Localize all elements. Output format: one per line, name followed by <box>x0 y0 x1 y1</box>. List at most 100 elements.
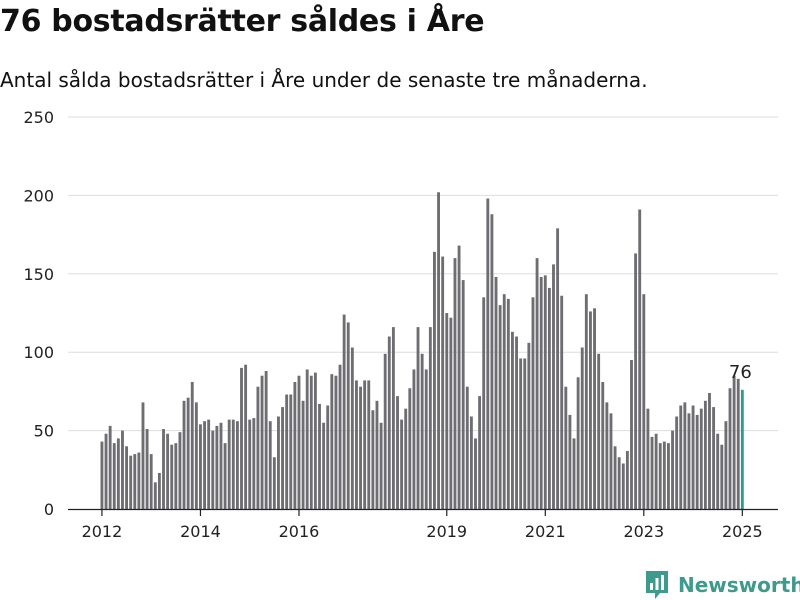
bar <box>108 425 112 509</box>
page-title: 76 bostadsrätter såldes i Åre <box>0 4 485 39</box>
bar <box>630 360 633 509</box>
bar <box>116 438 120 509</box>
bar <box>560 295 564 509</box>
bar <box>708 392 711 509</box>
bar <box>494 276 498 509</box>
bar <box>478 396 482 509</box>
bar <box>338 364 342 509</box>
bar <box>597 353 601 509</box>
bar <box>658 443 662 509</box>
bar <box>543 275 547 509</box>
bar <box>153 482 157 509</box>
bar <box>293 381 297 509</box>
bar <box>712 407 716 509</box>
bar <box>654 433 658 509</box>
bar <box>170 444 174 509</box>
bar <box>285 394 289 509</box>
newsworthy-logo-icon <box>646 571 668 599</box>
bar <box>219 422 223 509</box>
bar <box>736 378 740 509</box>
highlight-value-label: 76 <box>729 362 752 383</box>
bar <box>383 353 387 509</box>
bar <box>346 322 350 509</box>
bar <box>252 418 256 509</box>
bar <box>433 251 436 509</box>
bar <box>194 402 198 509</box>
bar <box>400 419 404 509</box>
bar <box>350 347 354 509</box>
bar <box>223 443 227 509</box>
x-tick-label: 2023 <box>623 522 664 541</box>
x-tick-label: 2014 <box>180 522 221 541</box>
y-tick-label: 100 <box>23 343 54 362</box>
bar <box>186 397 190 509</box>
bar <box>699 408 703 509</box>
bar <box>178 432 182 509</box>
bar <box>703 400 707 509</box>
bar <box>231 419 235 509</box>
bar <box>322 422 326 509</box>
bar <box>617 457 621 509</box>
bar <box>531 297 535 509</box>
bar <box>650 436 654 509</box>
bar <box>367 380 371 509</box>
y-tick-label: 50 <box>34 422 54 441</box>
y-tick-label: 0 <box>44 500 54 519</box>
bar <box>396 396 399 509</box>
y-tick-label: 250 <box>23 108 54 127</box>
newsworthy-logo[interactable]: Newsworthy <box>644 570 800 600</box>
x-tick-label: 2021 <box>525 522 566 541</box>
page-subtitle: Antal sålda bostadsrätter i Åre under de… <box>0 68 648 92</box>
bar <box>342 314 346 509</box>
bar <box>235 421 239 509</box>
bar <box>720 444 724 509</box>
bar <box>289 394 293 509</box>
bar <box>671 430 674 509</box>
x-tick-label: 2025 <box>722 522 763 541</box>
bar <box>244 364 248 509</box>
bar <box>605 402 609 509</box>
bar <box>227 419 231 509</box>
bar <box>441 256 445 509</box>
bar <box>371 410 375 509</box>
bar <box>240 367 243 509</box>
bar <box>264 371 268 509</box>
bar <box>732 375 736 509</box>
bar <box>256 386 260 509</box>
bar <box>593 308 596 509</box>
bar <box>182 400 186 509</box>
bar <box>728 388 732 509</box>
bar <box>412 369 416 509</box>
bar <box>428 327 432 509</box>
bar <box>667 443 670 509</box>
bar <box>260 375 264 509</box>
bar <box>272 457 276 509</box>
bar <box>695 414 699 509</box>
bar <box>145 429 149 509</box>
bar <box>552 264 555 509</box>
bar <box>190 381 194 509</box>
bar <box>568 414 572 509</box>
y-tick-label: 200 <box>23 186 54 205</box>
bar <box>174 443 178 509</box>
bar <box>576 377 580 509</box>
bar <box>527 342 531 509</box>
x-tick-label: 2019 <box>426 522 467 541</box>
bar <box>330 374 334 509</box>
bar <box>129 455 133 509</box>
bar <box>203 421 206 509</box>
bar <box>687 413 691 509</box>
bar <box>149 454 153 509</box>
bar <box>133 454 137 509</box>
bar <box>157 472 161 509</box>
bar <box>691 405 695 509</box>
bar <box>584 294 588 509</box>
bar <box>268 421 272 509</box>
bar <box>391 327 395 509</box>
bar <box>318 403 321 509</box>
bar <box>539 276 543 509</box>
bar <box>211 430 215 509</box>
bar <box>404 408 408 509</box>
bar <box>724 421 728 509</box>
